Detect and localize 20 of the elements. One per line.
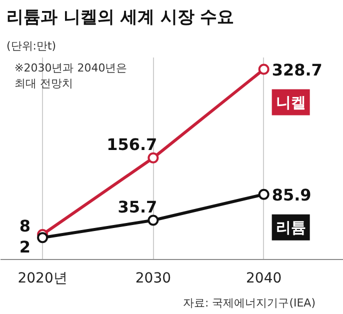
x-tick-label: 2030 — [135, 270, 172, 286]
point — [148, 152, 159, 164]
chart-title: 리튬과 니켈의 세계 시장 수요 — [6, 8, 234, 28]
x-tick-label: 2040 — [246, 270, 282, 286]
data-label: 2 — [19, 238, 31, 257]
data-label: 35.7 — [118, 197, 158, 216]
chart-subtitle: (단위:만t) — [6, 40, 56, 52]
x-tick-label: 2020년 — [18, 270, 68, 286]
annotation: ※2030년과 2040년은 최대 전망치 — [14, 62, 128, 90]
data-label: 85.9 — [272, 185, 312, 204]
text: 자료: 국제에너지기구(IEA) — [182, 296, 316, 310]
data-label: 156.7 — [106, 134, 158, 154]
series-label: 니켈 — [276, 93, 306, 112]
data-label: 328.7 — [272, 60, 322, 80]
point — [37, 232, 48, 244]
point — [148, 214, 159, 226]
data-label: 8 — [19, 216, 31, 236]
point — [258, 64, 270, 75]
point — [258, 188, 270, 200]
series-label: 리튬 — [276, 218, 306, 236]
